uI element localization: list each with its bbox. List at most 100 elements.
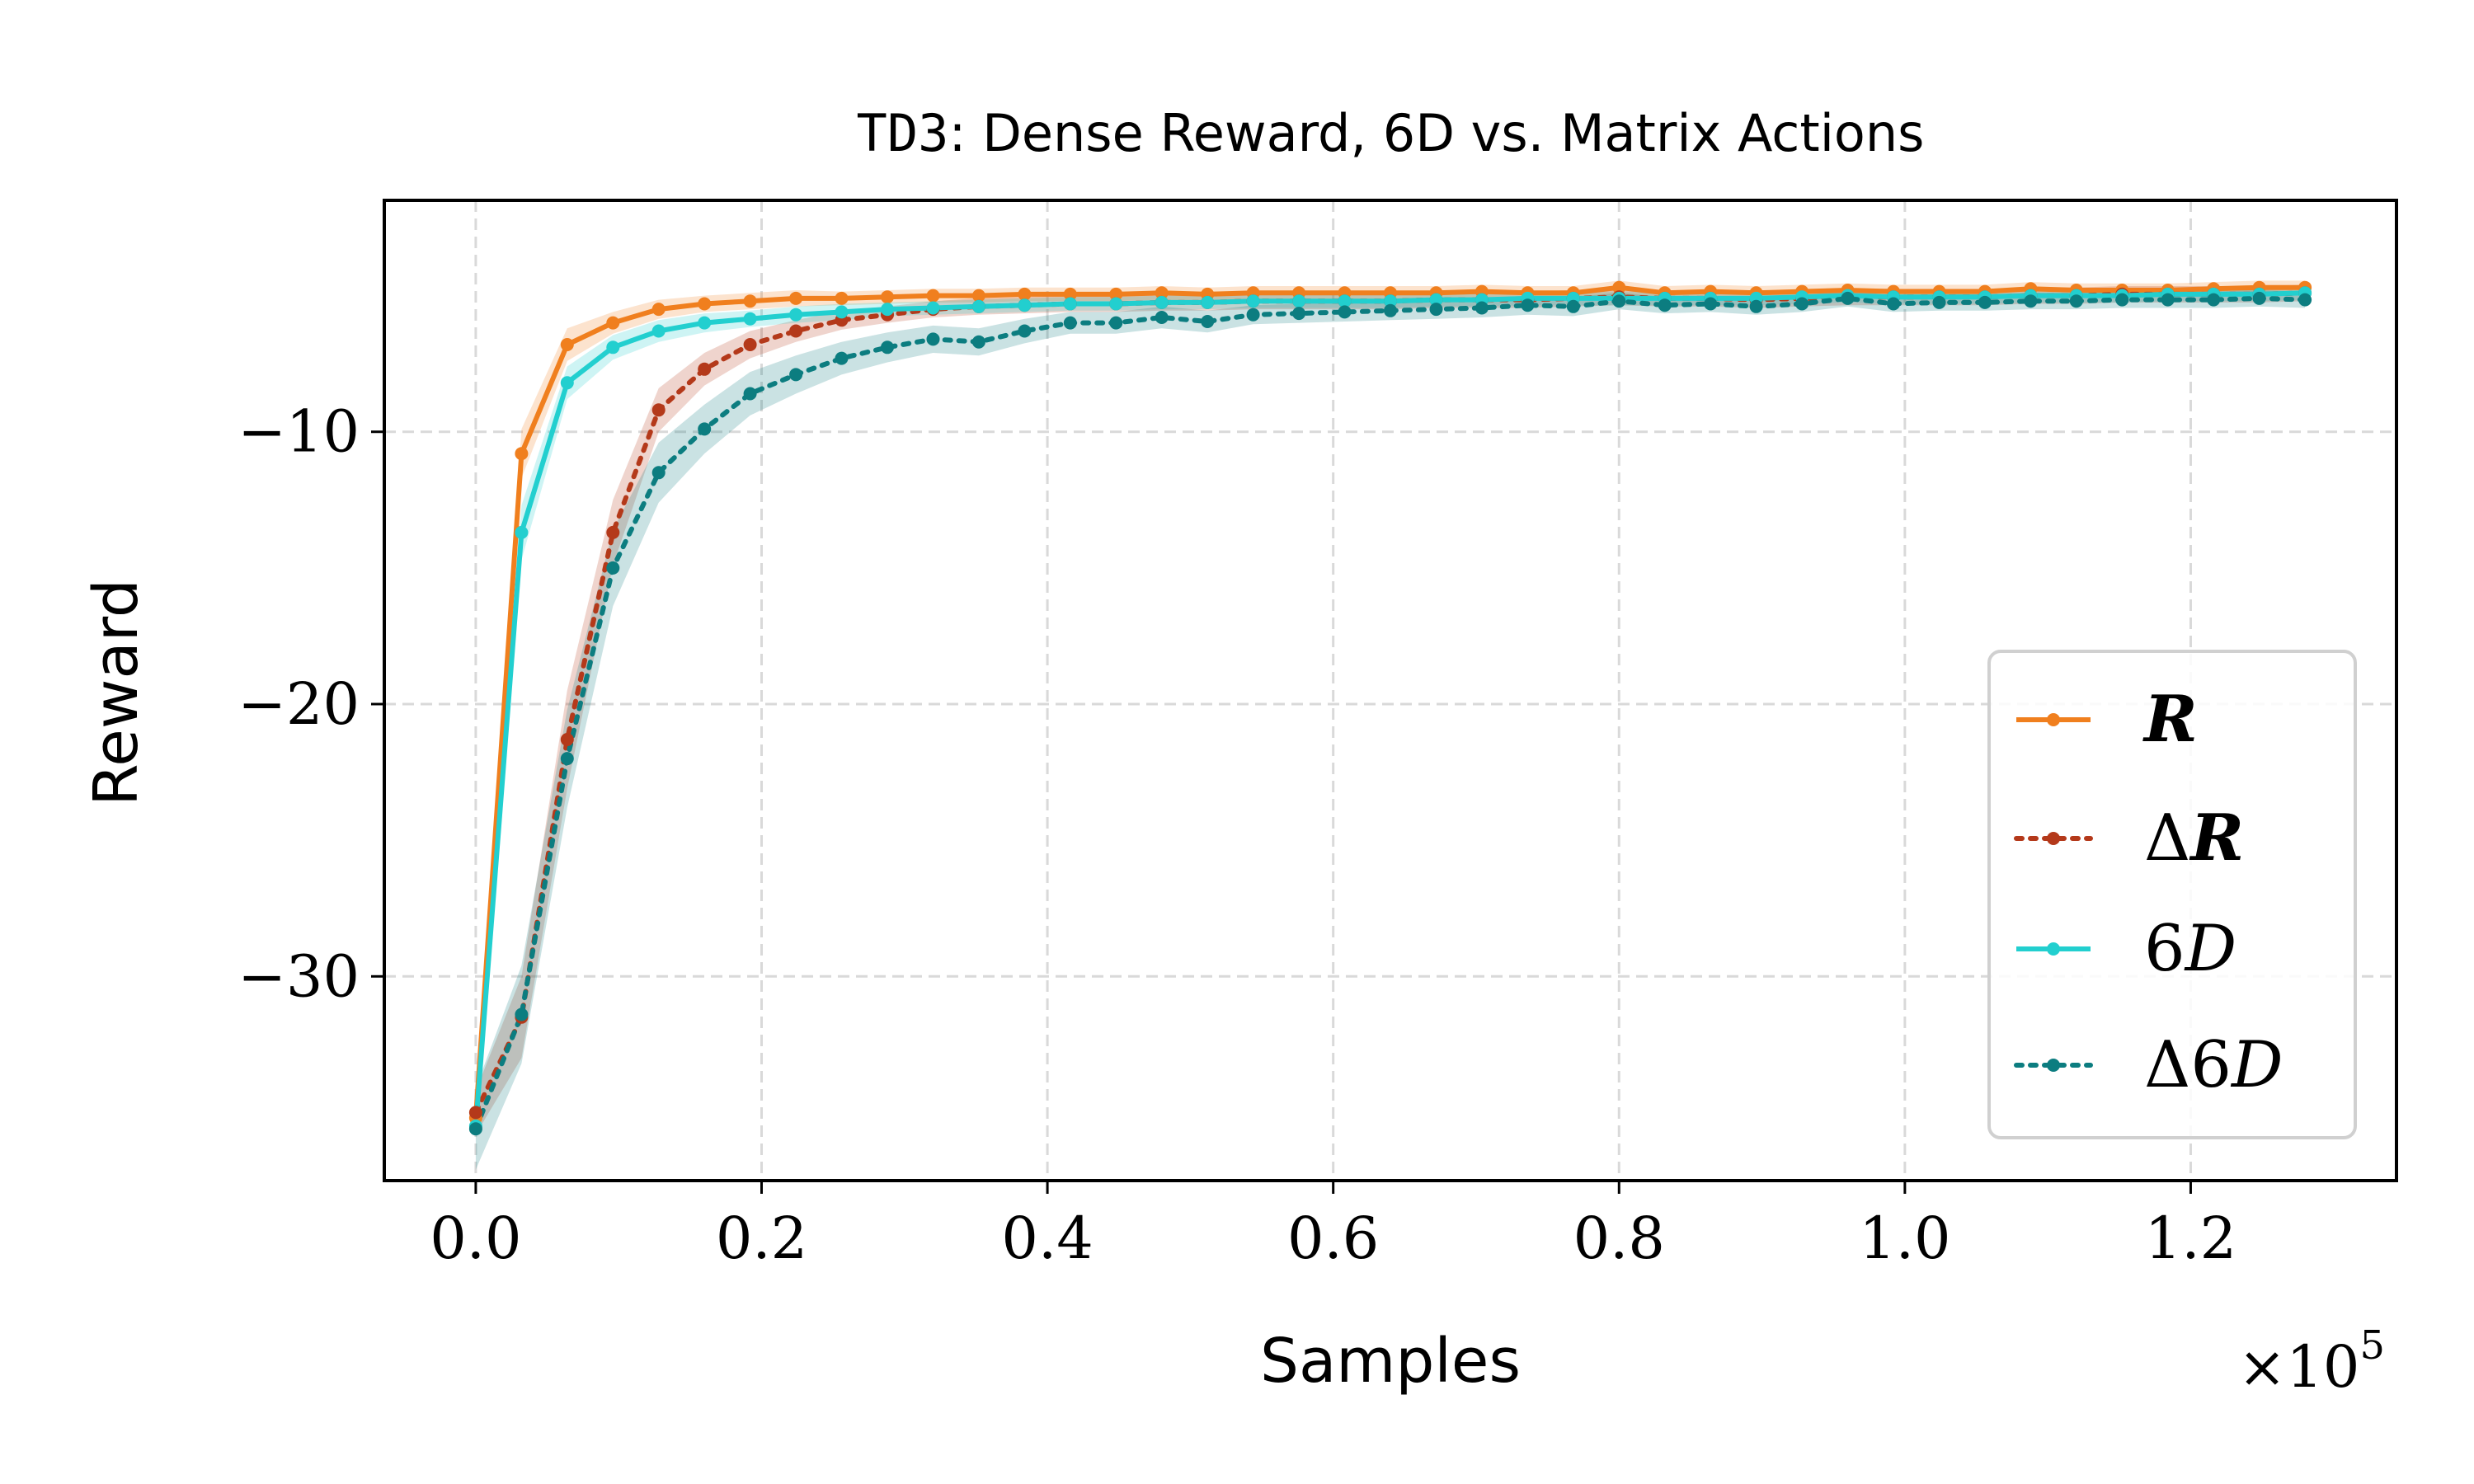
series-3-point bbox=[698, 422, 712, 436]
x-tick-label: 0.8 bbox=[1573, 1205, 1665, 1272]
series-0-point bbox=[1612, 280, 1626, 294]
y-axis-ticks: −10 −20 −30 bbox=[238, 398, 384, 1010]
series-1-point bbox=[560, 733, 574, 746]
series-2-point bbox=[926, 301, 940, 315]
series-3-point bbox=[2024, 294, 2038, 308]
series-2-point bbox=[1018, 298, 1032, 312]
legend-swatch-marker bbox=[2047, 942, 2060, 956]
x-tick-label: 0.6 bbox=[1287, 1205, 1379, 1272]
legend-swatch-marker bbox=[2047, 832, 2060, 845]
x-axis-multiplier: ×105 bbox=[2238, 1322, 2385, 1401]
series-3-point bbox=[881, 340, 894, 355]
series-3-point bbox=[1384, 303, 1397, 317]
series-2-point bbox=[789, 308, 803, 322]
series-3-point bbox=[1841, 291, 1855, 305]
series-3-point bbox=[1704, 297, 1718, 311]
series-3-point bbox=[743, 387, 757, 401]
series-0-point bbox=[560, 338, 574, 351]
series-3-point bbox=[789, 368, 803, 382]
series-3-point bbox=[1201, 315, 1215, 328]
series-3-point bbox=[2252, 291, 2266, 305]
series-3-point bbox=[515, 1007, 529, 1021]
x-multiplier-exponent: 5 bbox=[2359, 1322, 2385, 1369]
series-2-point bbox=[1155, 295, 1169, 309]
series-3-point bbox=[1109, 316, 1123, 330]
x-axis-ticks: 0.0 0.2 0.4 0.6 0.8 1.0 1.2 bbox=[430, 1181, 2236, 1272]
series-2-point bbox=[1063, 297, 1077, 311]
series-3-point bbox=[560, 752, 574, 766]
legend-label-prefix: 6 bbox=[2144, 912, 2185, 986]
series-0-point bbox=[515, 447, 529, 461]
legend-label-prefix: Δ6 bbox=[2144, 1028, 2232, 1102]
series-3-point bbox=[2115, 293, 2129, 307]
series-0-point bbox=[1109, 287, 1123, 301]
series-3-point bbox=[1246, 308, 1260, 322]
chart-title-text: : Dense Reward, 6D vs. Matrix Actions bbox=[949, 103, 1925, 163]
series-3-point bbox=[468, 1122, 482, 1136]
series-2-point bbox=[698, 316, 712, 330]
legend-swatch-marker bbox=[2047, 713, 2060, 726]
series-1-point bbox=[606, 525, 620, 539]
series-2-point bbox=[1429, 293, 1443, 307]
series-0-point bbox=[606, 316, 620, 330]
series-3-point bbox=[2298, 293, 2312, 307]
series-2-point bbox=[1292, 294, 1306, 308]
series-0-point bbox=[835, 291, 849, 305]
series-1-point bbox=[743, 338, 757, 351]
series-2-point bbox=[1246, 294, 1260, 308]
series-0-point bbox=[1063, 287, 1077, 301]
legend-swatch-marker bbox=[2047, 1059, 2060, 1072]
series-2-point bbox=[881, 303, 894, 317]
x-axis-label: Samples bbox=[1260, 1326, 1521, 1397]
legend-label: R bbox=[2142, 682, 2198, 757]
series-3-point bbox=[971, 335, 985, 349]
series-3-point bbox=[1795, 297, 1809, 311]
series-3-point bbox=[1658, 298, 1672, 312]
series-2-point bbox=[560, 376, 574, 390]
x-multiplier-base: ×10 bbox=[2238, 1333, 2360, 1401]
x-tick-label: 0.2 bbox=[716, 1205, 807, 1272]
x-tick-label: 1.2 bbox=[2145, 1205, 2236, 1272]
series-0-point bbox=[926, 289, 940, 303]
series-0-point bbox=[1155, 286, 1169, 300]
series-2-point bbox=[515, 525, 529, 539]
series-0-point bbox=[789, 291, 803, 305]
series-3-point bbox=[1155, 311, 1169, 324]
legend-label-main: R bbox=[2189, 801, 2244, 876]
legend-label: Δ6D bbox=[2144, 1028, 2284, 1102]
x-tick-label: 1.0 bbox=[1859, 1205, 1950, 1272]
series-3-point bbox=[1475, 301, 1489, 315]
series-2-point bbox=[1384, 294, 1397, 308]
series-3-point bbox=[1566, 299, 1580, 313]
series-0-point bbox=[971, 289, 985, 303]
series-3-point bbox=[1018, 324, 1032, 338]
series-0-point bbox=[1018, 287, 1032, 301]
legend-label-prefix: Δ bbox=[2144, 801, 2190, 876]
plot-frame bbox=[383, 199, 2398, 1182]
series-0-point bbox=[743, 294, 757, 308]
legend-frame bbox=[1987, 650, 2357, 1139]
series-2-point bbox=[606, 340, 620, 355]
chart-title-code: TD3 bbox=[857, 103, 949, 163]
x-tick-label: 0.4 bbox=[1001, 1205, 1093, 1272]
y-tick-label: −20 bbox=[238, 670, 360, 738]
series-0-point bbox=[698, 297, 712, 311]
series-2-point bbox=[1201, 295, 1215, 309]
series-3-point bbox=[1338, 305, 1352, 319]
series-3-point bbox=[1932, 295, 1946, 309]
legend-label-main: D bbox=[2230, 1028, 2284, 1102]
series-1-point bbox=[468, 1106, 482, 1120]
series-3-point bbox=[1521, 298, 1535, 312]
series-3-point bbox=[651, 466, 666, 480]
series-3-point bbox=[606, 561, 620, 575]
y-tick-label: −10 bbox=[238, 398, 360, 466]
series-0-point bbox=[651, 303, 666, 317]
series-2-point bbox=[651, 324, 666, 338]
series-2-point bbox=[835, 305, 849, 319]
series-3-point bbox=[1429, 303, 1443, 317]
series-3-point bbox=[1887, 297, 1900, 311]
series-1-point bbox=[789, 324, 803, 338]
chart-title: TD3: Dense Reward, 6D vs. Matrix Actions bbox=[857, 103, 1925, 163]
